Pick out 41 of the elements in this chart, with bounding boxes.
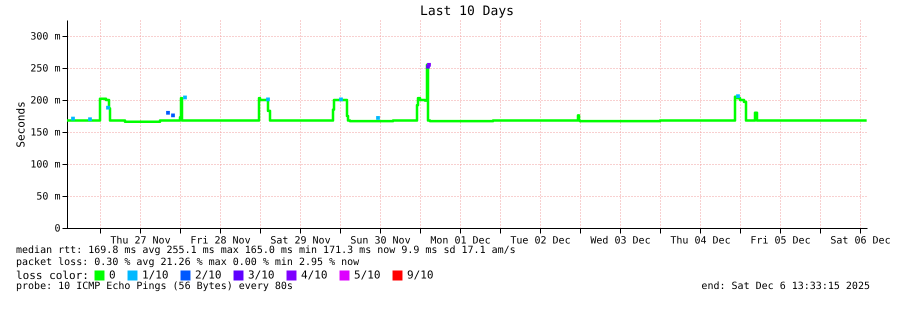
y-tick-label: 200 m	[30, 96, 60, 106]
x-tick-label: Mon 01 Dec	[430, 236, 491, 246]
y-tick-label: 50 m	[36, 192, 60, 202]
text: packet loss: 0.30 % avg 21.26 % max 0.00 % min 2.95 % now	[16, 257, 360, 268]
text: median rtt: 169.8 ms avg 255.1 ms max 165.0 ms min 171.3 ms now 9.9 ms sd 17.1 am/s	[16, 245, 516, 256]
x-tick-label: Thu 04 Dec	[670, 236, 731, 246]
x-tick-label: Fri 28 Nov	[190, 236, 251, 246]
legend-label: 0	[109, 268, 116, 282]
point	[106, 106, 110, 110]
y-tick-label: 150 m	[30, 128, 60, 138]
y-axis-title: Seconds	[14, 101, 28, 148]
point	[736, 94, 740, 98]
point	[266, 97, 270, 102]
legend-label: 1/10	[142, 268, 168, 282]
legend-label: 9/10	[407, 268, 434, 282]
x-tick-label: Wed 03 Dec	[590, 236, 651, 246]
point	[376, 116, 380, 120]
text: end: Sat Dec 6 13:33:15 2025	[701, 281, 870, 292]
y-tick-label: 300 m	[30, 32, 60, 42]
x-tick-label: Tue 02 Dec	[510, 236, 571, 246]
legend-label: 4/10	[301, 268, 328, 282]
x-tick-label: Sun 30 Nov	[350, 236, 411, 246]
chart-title: Last 10 Days	[420, 4, 514, 19]
point	[88, 117, 92, 122]
point	[71, 116, 75, 120]
legend-label: 5/10	[354, 268, 380, 282]
x-tick-label: Thu 27 Nov	[110, 236, 171, 246]
y-tick-label: 250 m	[30, 64, 60, 74]
text: probe: 10 ICMP Echo Pings (56 Bytes) every 80s	[16, 281, 293, 292]
x-tick-label: Sat 06 Dec	[830, 236, 891, 246]
legend-label: 2/10	[195, 268, 222, 282]
y-tick-label: 100 m	[30, 160, 60, 170]
point	[166, 110, 170, 115]
y-tick-label: 0	[54, 224, 60, 234]
point	[183, 96, 187, 100]
point	[339, 97, 343, 102]
point	[171, 113, 175, 118]
legend-title: loss color:	[16, 269, 89, 282]
x-tick-label: Fri 05 Dec	[750, 236, 811, 246]
legend-label: 3/10	[248, 268, 274, 282]
x-tick-label: Sat 29 Nov	[270, 236, 331, 246]
